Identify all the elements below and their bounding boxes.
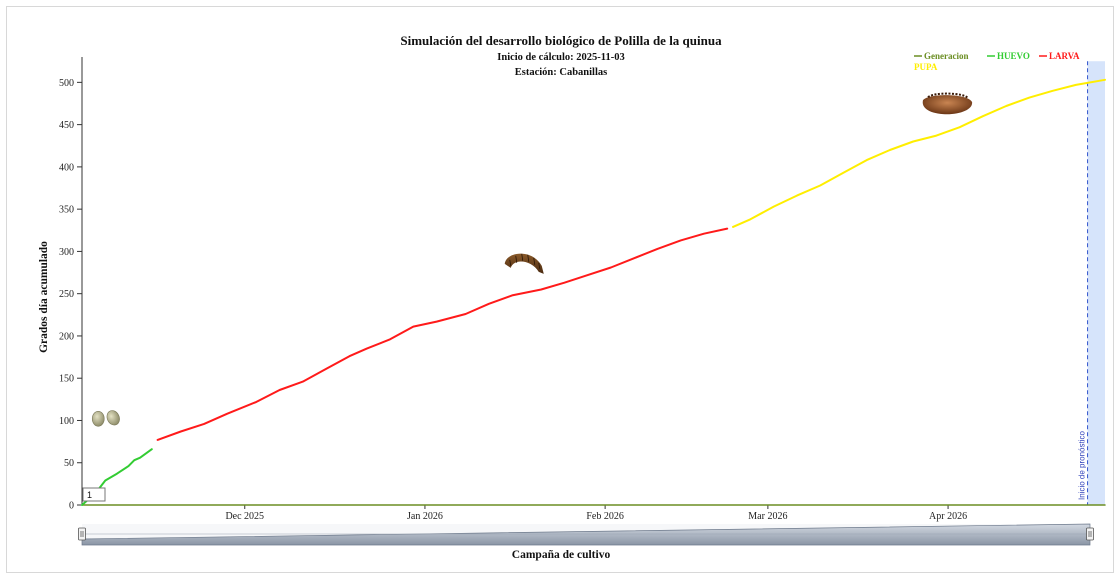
y-tick-label: 200: [59, 331, 74, 342]
legend-label: LARVA: [1049, 51, 1080, 61]
y-axis-label: Grados día acumulado: [38, 241, 50, 353]
y-tick-label: 250: [59, 289, 74, 300]
y-tick-label: 100: [59, 416, 74, 427]
x-axis-label: Campaña de cultivo: [512, 549, 611, 561]
chart-subtitle-start: Inicio de cálculo: 2025-11-03: [497, 52, 624, 63]
legend-label: HUEVO: [997, 51, 1030, 61]
legend-label: Generacion: [924, 51, 969, 61]
series-line-pupa: [732, 78, 1106, 228]
generation-label: 1: [87, 490, 92, 500]
navigator-left-handle[interactable]: [78, 527, 86, 541]
chart-title: Simulación del desarrollo biológico de P…: [400, 33, 722, 48]
x-tick-label: Feb 2026: [586, 511, 624, 522]
egg-icon: [91, 410, 120, 427]
y-axis-ticks: 0 50 100 150 200 250 300 350 400 450 500: [59, 78, 82, 512]
forecast-band: [1087, 61, 1105, 506]
y-tick-label: 0: [69, 501, 74, 512]
y-tick-label: 50: [64, 458, 74, 469]
x-axis-ticks: Dec 2025 Jan 2026 Feb 2026 Mar 2026 Apr 2026: [225, 505, 967, 522]
y-tick-label: 150: [59, 374, 74, 385]
chart-frame: Inicio de pronóstico 0 50 100 150 200 250 300 3…: [6, 6, 1114, 573]
forecast-label: Inicio de pronóstico: [1078, 431, 1087, 500]
y-tick-label: 450: [59, 120, 74, 131]
pupa-icon: [922, 92, 973, 115]
legend: Generacion HUEVO LARVA PUPA: [914, 51, 1080, 72]
generation-label-box: 1: [82, 487, 106, 502]
navigator-right-handle[interactable]: [1086, 527, 1094, 541]
larva-icon: [504, 253, 544, 274]
navigator[interactable]: [78, 523, 1094, 546]
x-tick-label: Apr 2026: [929, 511, 967, 522]
series-line-larva: [156, 227, 729, 441]
y-tick-label: 300: [59, 247, 74, 258]
series-group: [81, 78, 1106, 506]
x-tick-label: Dec 2025: [225, 511, 264, 522]
x-tick-label: Jan 2026: [407, 511, 443, 522]
y-tick-label: 400: [59, 162, 74, 173]
y-tick-label: 500: [59, 78, 74, 89]
y-tick-label: 350: [59, 205, 74, 216]
x-tick-label: Mar 2026: [748, 511, 787, 522]
chart-subtitle-station: Estación: Cabanillas: [515, 67, 607, 78]
legend-label: PUPA: [914, 62, 938, 72]
development-chart: Inicio de pronóstico 0 50 100 150 200 250 300 3…: [38, 33, 1106, 561]
